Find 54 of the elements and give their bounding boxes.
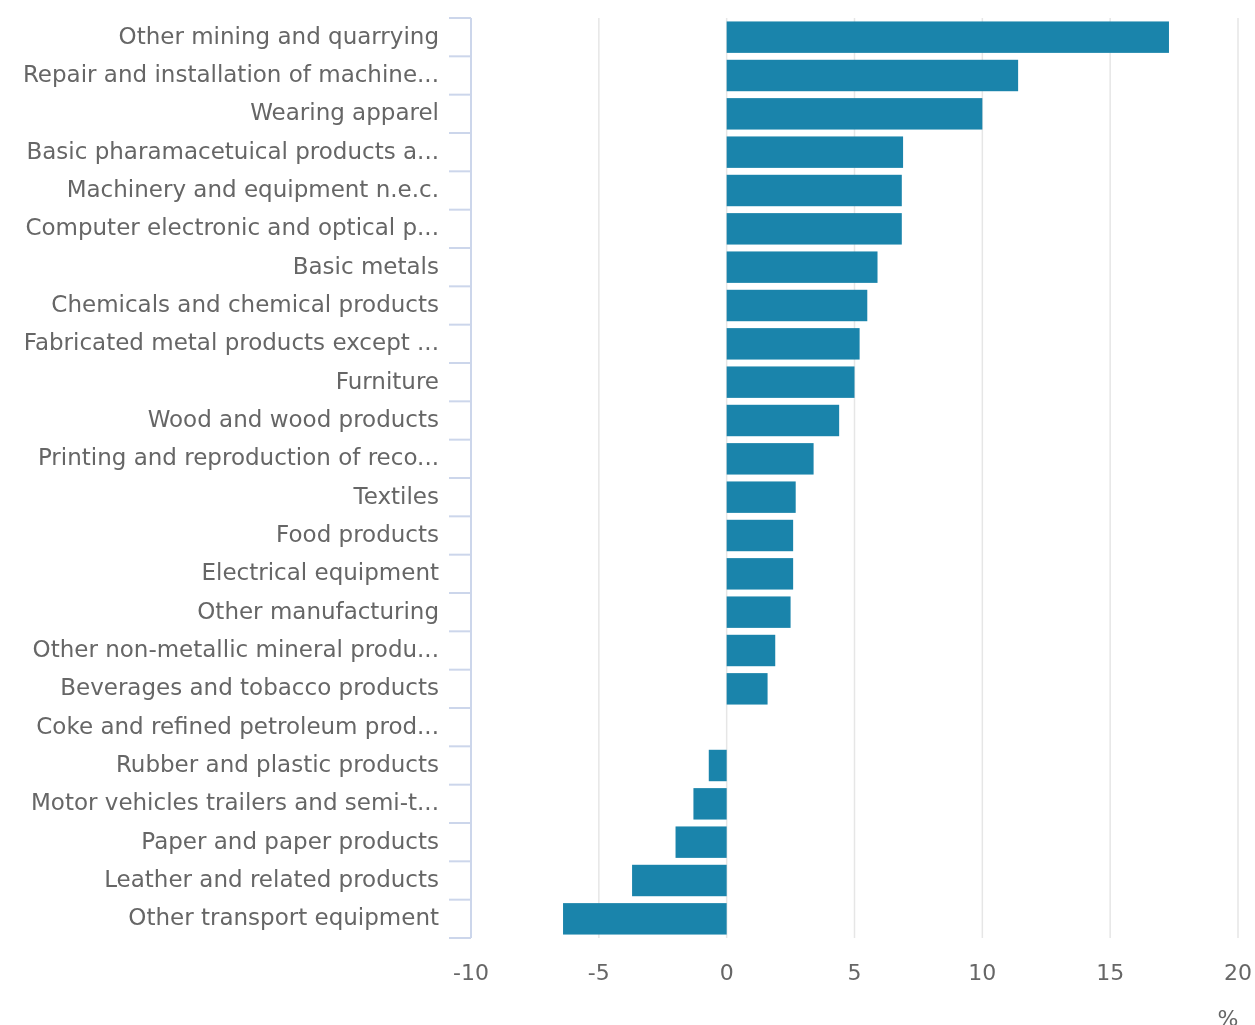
bar: [726, 443, 814, 475]
bar: [632, 864, 727, 897]
x-tick-label: 15: [1096, 960, 1125, 985]
bar: [726, 21, 1169, 53]
bar: [726, 558, 794, 590]
bar: [675, 826, 727, 858]
bar: [726, 98, 983, 130]
y-tick-label: Electrical equipment: [201, 559, 439, 586]
bar: [726, 59, 1019, 92]
bar: [726, 404, 840, 437]
y-tick-label: Beverages and tobacco products: [60, 674, 439, 701]
y-tick-label: Leather and related products: [104, 866, 439, 892]
bar: [726, 366, 855, 398]
y-tick-label: Paper and paper products: [141, 827, 439, 854]
y-tick-label: Repair and installation of machine...: [22, 61, 439, 87]
x-tick-label: 10: [968, 960, 997, 985]
bar: [726, 481, 796, 513]
y-tick-label: Basic pharamacetuical products a...: [26, 137, 439, 164]
bar: [726, 251, 878, 283]
bar: [563, 903, 727, 935]
x-tick-label: 20: [1224, 960, 1252, 985]
bar: [708, 749, 727, 782]
y-tick-label: Textiles: [352, 482, 439, 509]
y-tick-label: Wearing apparel: [250, 99, 439, 126]
y-tick-label: Printing and reproduction of reco...: [37, 444, 439, 471]
y-tick-label: Food products: [276, 521, 439, 547]
bar: [726, 673, 768, 705]
bar: [726, 174, 902, 207]
x-tick-label: 0: [719, 960, 734, 985]
bar: [726, 136, 904, 168]
y-tick-label: Fabricated metal products except ...: [23, 329, 439, 356]
y-tick-label: Other manufacturing: [197, 597, 439, 624]
y-tick-label: Furniture: [335, 367, 439, 394]
x-tick-label: -10: [453, 960, 489, 985]
bar: [693, 788, 727, 820]
y-tick-label: Computer electronic and optical p...: [25, 214, 439, 241]
y-tick-label: Basic metals: [292, 252, 439, 279]
y-tick-label: Other mining and quarrying: [118, 22, 439, 49]
bar: [726, 634, 776, 667]
bar: [726, 519, 794, 552]
bar: [726, 596, 791, 628]
y-tick-label: Other transport equipment: [128, 904, 439, 931]
y-tick-label: Other non-metallic mineral produ...: [32, 636, 439, 662]
bar: [726, 328, 860, 360]
bar: [726, 289, 868, 322]
y-tick-label: Machinery and equipment n.e.c.: [66, 176, 439, 202]
y-tick-label: Wood and wood products: [147, 406, 439, 432]
y-tick-label: Coke and refined petroleum prod...: [36, 712, 439, 739]
bar: [726, 213, 902, 245]
y-tick-label: Motor vehicles trailers and semi-t...: [31, 789, 439, 816]
y-tick-label: Rubber and plastic products: [115, 751, 439, 777]
x-tick-label: 5: [847, 960, 862, 985]
y-tick-label: Chemicals and chemical products: [51, 291, 439, 317]
x-tick-label: -5: [587, 960, 610, 985]
